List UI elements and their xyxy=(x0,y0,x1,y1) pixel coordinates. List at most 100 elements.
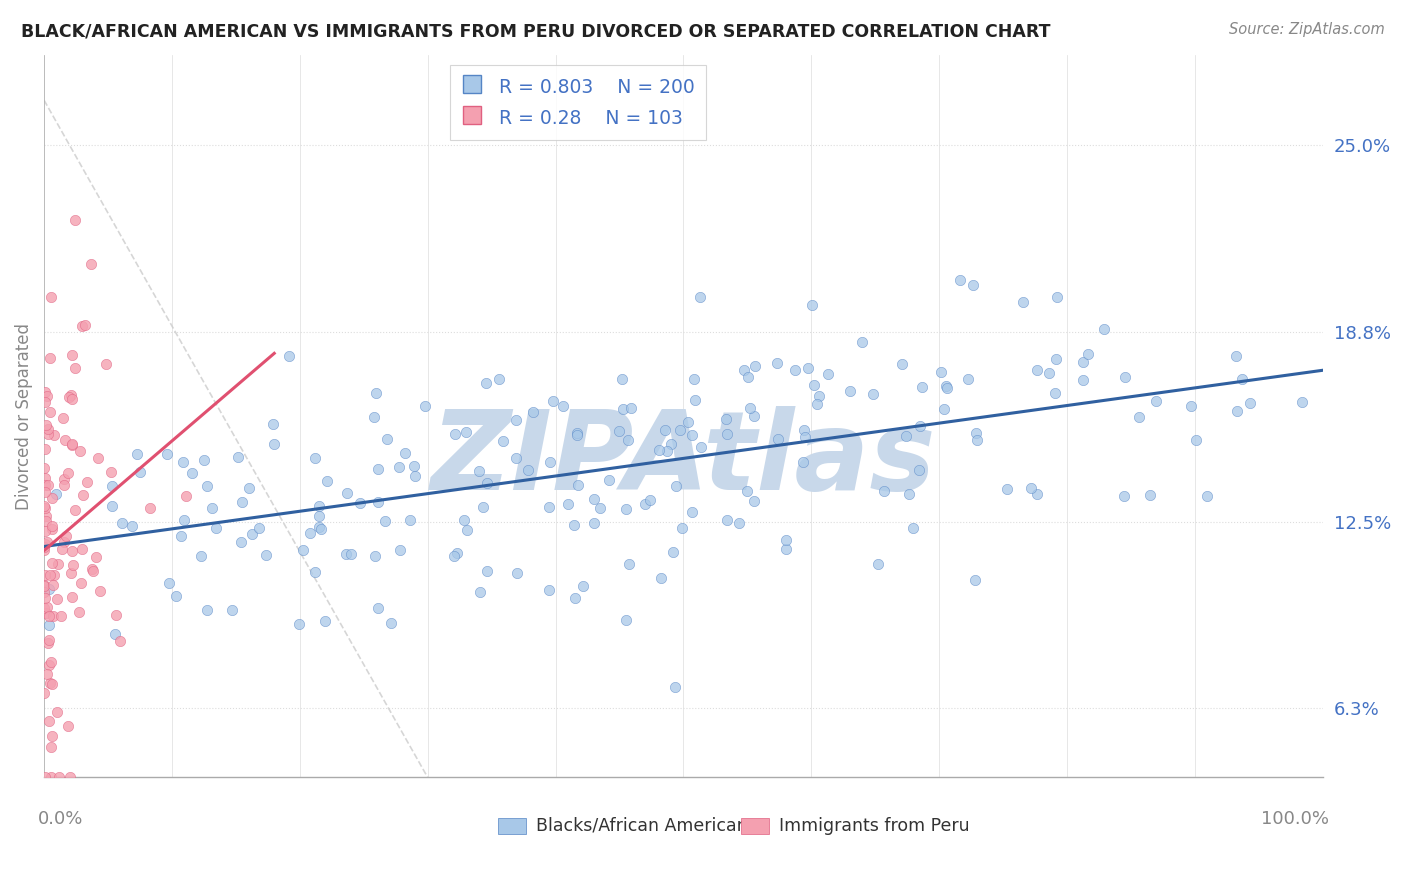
Text: Blacks/African Americans: Blacks/African Americans xyxy=(536,817,756,835)
Point xyxy=(1144,394,1167,409)
Legend: R = 0.803    N = 200, R = 0.28    N = 103: R = 0.803 N = 200, R = 0.28 N = 103 xyxy=(450,64,706,140)
Point xyxy=(42,568,65,582)
Point xyxy=(911,380,934,394)
Point xyxy=(891,357,914,371)
Point xyxy=(262,417,284,431)
Point xyxy=(86,549,108,564)
Point xyxy=(72,488,94,502)
Point xyxy=(229,535,252,549)
Point xyxy=(165,589,187,603)
Point xyxy=(744,494,766,508)
Point xyxy=(792,455,814,469)
Point xyxy=(155,447,177,461)
Point xyxy=(70,576,93,591)
Point xyxy=(374,514,396,528)
Point xyxy=(38,351,60,366)
Point xyxy=(506,566,529,580)
Point xyxy=(34,471,56,485)
Point xyxy=(614,501,637,516)
Point xyxy=(41,522,63,536)
Point xyxy=(170,529,193,543)
Point xyxy=(468,584,491,599)
Point xyxy=(59,771,82,785)
Point xyxy=(41,519,63,533)
Point xyxy=(446,546,468,560)
Point xyxy=(34,578,56,592)
Point xyxy=(619,557,641,571)
Point xyxy=(564,591,586,605)
Point xyxy=(738,401,761,415)
Point xyxy=(38,582,60,596)
Point xyxy=(683,372,706,386)
Point xyxy=(41,556,63,570)
Point xyxy=(80,562,103,576)
Point xyxy=(744,359,766,373)
Point xyxy=(363,409,385,424)
Point xyxy=(505,413,527,427)
Point xyxy=(689,440,711,454)
Point xyxy=(775,533,797,547)
Point xyxy=(803,378,825,392)
Point xyxy=(807,389,830,403)
Point xyxy=(52,478,75,492)
Point xyxy=(901,521,924,535)
Point xyxy=(607,424,630,438)
Point xyxy=(965,573,987,587)
Point xyxy=(37,477,59,491)
Point xyxy=(873,483,896,498)
Point xyxy=(541,394,564,409)
Point xyxy=(70,318,93,333)
Text: 100.0%: 100.0% xyxy=(1261,810,1329,828)
Point xyxy=(638,492,661,507)
Point xyxy=(34,385,56,400)
Point xyxy=(62,558,84,572)
Point xyxy=(538,500,561,515)
Point xyxy=(299,525,322,540)
Point xyxy=(53,433,76,447)
Point xyxy=(1025,363,1047,377)
Point xyxy=(783,362,806,376)
Point xyxy=(34,499,56,513)
Point xyxy=(86,450,108,465)
Point xyxy=(34,568,56,582)
Point xyxy=(35,417,58,432)
Point xyxy=(101,479,124,493)
Point xyxy=(934,401,956,416)
Point xyxy=(304,566,326,580)
Point xyxy=(60,437,83,451)
Point xyxy=(364,549,387,563)
Point xyxy=(336,486,359,500)
Point xyxy=(172,455,194,469)
Point xyxy=(34,500,56,515)
Point xyxy=(195,603,218,617)
Point xyxy=(37,667,59,681)
Point xyxy=(37,423,59,437)
Point xyxy=(75,318,97,333)
Point xyxy=(689,290,711,304)
Point xyxy=(806,397,828,411)
Point xyxy=(538,455,561,469)
Point xyxy=(32,460,55,475)
Point xyxy=(522,405,544,419)
Point xyxy=(60,392,83,406)
Point xyxy=(1043,385,1066,400)
Point xyxy=(571,579,593,593)
Point xyxy=(468,464,491,478)
Point xyxy=(59,388,82,402)
Point xyxy=(56,467,79,481)
Point xyxy=(488,372,510,386)
Point xyxy=(176,489,198,503)
Point xyxy=(681,505,703,519)
Point xyxy=(662,545,685,559)
Point xyxy=(742,409,765,424)
Point xyxy=(456,523,478,537)
Point xyxy=(1185,433,1208,447)
Point xyxy=(404,458,426,473)
Point xyxy=(35,606,58,620)
Point xyxy=(380,616,402,631)
Point xyxy=(195,478,218,492)
Point xyxy=(492,434,515,449)
Point xyxy=(101,500,124,514)
Point xyxy=(201,501,224,516)
Point xyxy=(38,568,60,582)
